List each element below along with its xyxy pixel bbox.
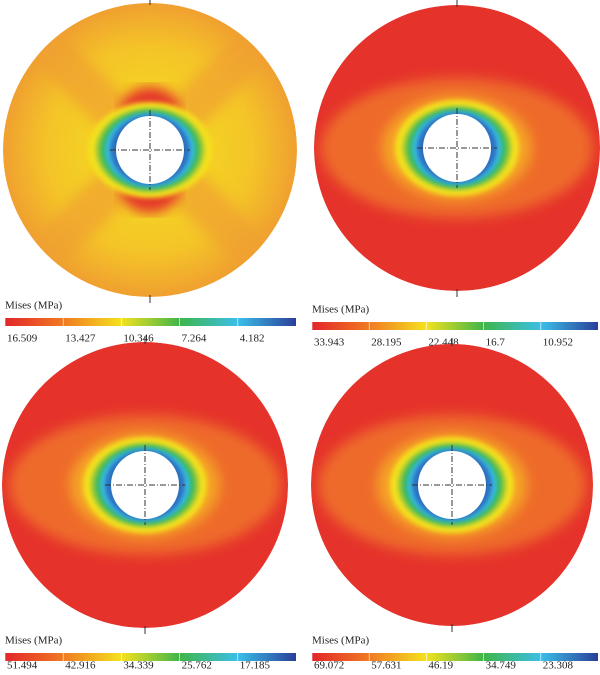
colorbar — [5, 653, 296, 661]
contour-plot: Mises (MPa)33.943 28.195 22.448 16.7 10.952 — [311, 0, 600, 349]
colorbar — [312, 653, 598, 661]
colorbar-label: 4.182 — [240, 333, 265, 345]
colorbar-label: 57.631 — [371, 660, 401, 672]
colorbar-label: 16.509 — [7, 333, 38, 345]
colorbar-label: 13.427 — [65, 333, 96, 345]
colorbar-label: 23.308 — [543, 660, 574, 672]
contour-plot: Mises (MPa) 69.072 57.631 46.19 34.749 23.308 — [311, 338, 598, 672]
colorbar-label: 34.749 — [486, 660, 517, 672]
colorbar-label: 51.494 — [7, 660, 38, 672]
colorbar-label: 25.762 — [182, 660, 212, 672]
colorbar-label: 46.19 — [428, 660, 453, 672]
contour-plot: Mises (MPa) 16.509 13.427 10.346 7.264 4.182 — [3, 0, 297, 345]
colorbar-label: 10.952 — [543, 337, 573, 349]
contour-plot: Mises (MPa) 51.494 42.916 34.339 25.762 17.18… — [2, 336, 296, 672]
hole — [423, 114, 491, 182]
colorbar — [5, 318, 296, 326]
colorbar-label: 34.339 — [123, 660, 154, 672]
colorbar-label: 17.185 — [240, 660, 271, 672]
hole — [111, 451, 179, 519]
legend-title: Mises (MPa) — [5, 635, 62, 647]
contour-field — [314, 5, 600, 291]
colorbar-label: 10.346 — [123, 333, 154, 345]
hole — [116, 116, 184, 184]
legend-title: Mises (MPa) — [312, 304, 369, 316]
contour-field — [311, 344, 593, 626]
colorbar-label: 33.943 — [314, 337, 345, 349]
colorbar-label: 28.195 — [371, 337, 402, 349]
legend-title: Mises (MPa) — [312, 635, 369, 647]
colorbar-label: 7.264 — [182, 333, 207, 345]
hole — [418, 451, 486, 519]
colorbar — [312, 322, 598, 330]
legend-title: Mises (MPa) — [5, 300, 62, 312]
colorbar-label: 16.7 — [486, 337, 506, 349]
contour-field — [3, 3, 297, 297]
contour-field — [2, 342, 288, 628]
colorbar-label: 42.916 — [65, 660, 96, 672]
colorbar-label: 69.072 — [314, 660, 344, 672]
